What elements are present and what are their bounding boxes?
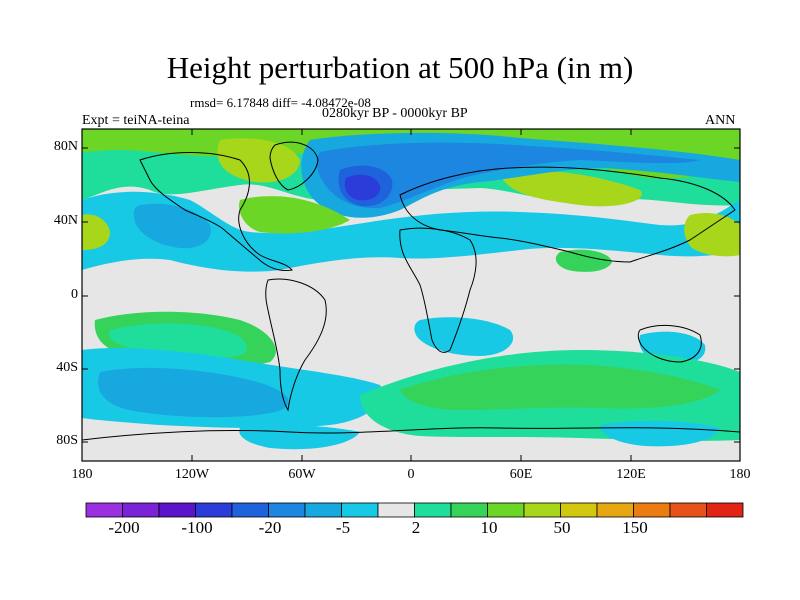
eurasia-coast <box>399 166 736 263</box>
colorbar-label-150: 150 <box>622 518 648 537</box>
eurasia-yellow <box>500 170 642 207</box>
lon-label-60e: 60E <box>509 467 533 482</box>
colorbar-swatch <box>85 502 123 518</box>
lat-label-80s: 80S <box>56 433 78 448</box>
lon-label-120w: 120W <box>174 467 210 482</box>
stats-line: rmsd= 6.17848 diff= -4.08472e-08 <box>190 95 371 110</box>
colorbar-swatch <box>669 502 707 518</box>
west-pacific-yellow <box>684 213 740 257</box>
colorbar-label-minus-200: -200 <box>108 518 140 537</box>
south-america-coast <box>265 278 327 412</box>
south-atlantic-cyan <box>414 317 514 356</box>
colorbar-swatch <box>487 502 525 518</box>
colorbar-label-50: 50 <box>553 518 571 537</box>
lon-label-120e: 120E <box>616 467 646 482</box>
south-pacific-sky <box>98 367 289 418</box>
colorbar <box>85 502 744 518</box>
colorbar-label-2: 2 <box>411 518 421 537</box>
atlantic-trough-mid <box>316 142 700 209</box>
colorbar-swatch <box>231 502 269 518</box>
colorbar-swatch <box>523 502 561 518</box>
colorbar-label-minus-20: -20 <box>258 518 282 537</box>
colorbar-swatch <box>414 502 452 518</box>
colorbar-label-minus-100: -100 <box>181 518 213 537</box>
lat-label-40n: 40N <box>53 213 78 228</box>
antarctica-coast <box>82 427 740 441</box>
colorbar-swatch <box>377 502 415 518</box>
lon-label-0: 0 <box>407 467 415 482</box>
africa-coast <box>399 227 477 353</box>
colorbar-label-10: 10 <box>480 518 498 537</box>
colorbar-swatch <box>560 502 598 518</box>
southern-ocean-green <box>400 364 720 410</box>
lon-label-180e: 180 <box>729 467 751 482</box>
lon-label-60w: 60W <box>288 467 316 482</box>
nh-midlat-green <box>239 196 350 234</box>
period-label: 0280kyr BP - 0000kyr BP <box>322 106 468 121</box>
colorbar-swatch <box>195 502 233 518</box>
coastlines <box>82 141 740 441</box>
lat-label-0: 0 <box>71 287 78 302</box>
lat-label-80n: 80N <box>53 139 78 154</box>
colorbar-swatch <box>122 502 160 518</box>
east-pacific-yellow <box>82 214 110 250</box>
lon-label-180w: 180 <box>71 467 93 482</box>
colorbar-swatch <box>304 502 342 518</box>
colorbar-swatch <box>158 502 196 518</box>
atlantic-trough-core <box>344 174 381 201</box>
antarctic-cyan-east <box>600 420 720 447</box>
map-title: Height perturbation at 500 hPa (in m) <box>166 50 634 85</box>
colorbar-label-minus-5: -5 <box>335 518 351 537</box>
colorbar-swatch <box>706 502 744 518</box>
lon-ticks <box>81 129 741 461</box>
colorbar-swatch <box>450 502 488 518</box>
nh-midlat-band <box>82 191 740 272</box>
lat-ticks <box>82 147 740 443</box>
australia-coast <box>637 325 702 363</box>
experiment-label: Expt = teiNA-teina <box>82 113 190 128</box>
colorbar-swatch <box>341 502 379 518</box>
lat-label-40s: 40S <box>56 360 78 375</box>
colorbar-swatch <box>633 502 671 518</box>
greenland-coast <box>269 141 319 191</box>
north-america-coast <box>139 152 293 271</box>
colorbar-swatch <box>596 502 634 518</box>
tropics-green-patch <box>555 249 612 272</box>
season-label: ANN <box>705 113 736 128</box>
colorbar-swatch <box>268 502 306 518</box>
pacific-sky-patch <box>133 203 211 249</box>
contour-field <box>82 129 740 461</box>
greenland-yellow <box>217 138 300 183</box>
